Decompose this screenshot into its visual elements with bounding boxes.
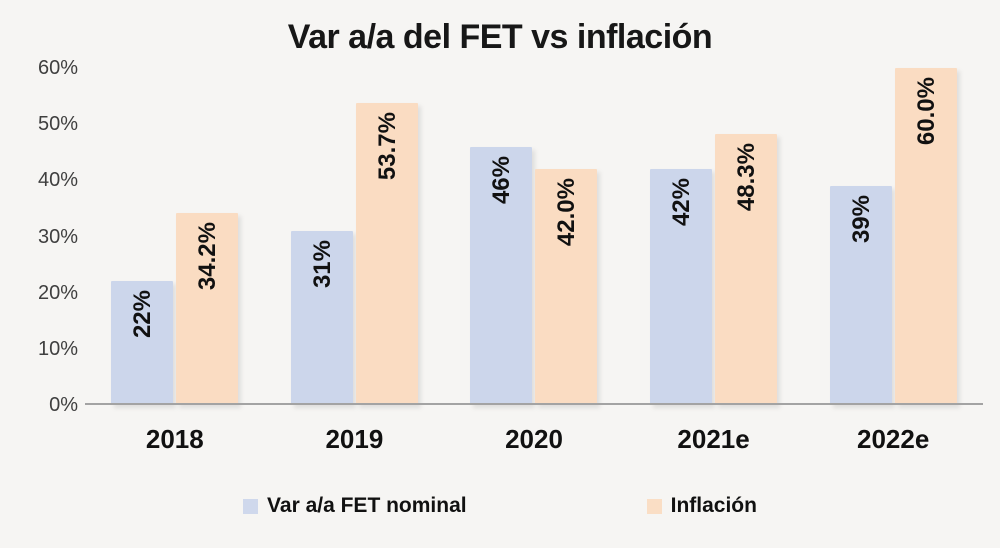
bar: 42% (650, 169, 713, 405)
x-axis-line (85, 403, 983, 405)
legend: Var a/a FET nominal Inflación (0, 494, 1000, 518)
y-axis: 0% 10% 20% 30% 40% 50% 60% (0, 0, 78, 548)
bar-group: 39% 60.0% (803, 68, 983, 405)
bar: 39% (829, 185, 892, 405)
bar: 42.0% (535, 169, 598, 405)
y-axis-tick-label: 20% (37, 281, 78, 304)
legend-label: Var a/a FET nominal (267, 494, 467, 517)
x-axis-labels: 2018 2019 2020 2021e 2022e (85, 424, 983, 455)
legend-label: Inflación (670, 494, 757, 517)
chart-title: Var a/a del FET vs inflación (287, 18, 713, 56)
y-axis-tick-label: 50% (37, 113, 78, 136)
y-axis-tick-label: 0% (49, 394, 78, 416)
legend-item: Inflación (646, 494, 757, 518)
plot-area: 22% 34.2% 31% 53.7% 46% 42.0% 42% 48.3% 39% 60.0% (85, 68, 983, 405)
bar-group: 42% 48.3% (624, 68, 804, 405)
bar-value-label: 60.0% (912, 77, 940, 146)
bar: 48.3% (715, 133, 778, 405)
x-axis-category-label: 2019 (325, 424, 384, 454)
bar-group: 46% 42.0% (444, 68, 624, 405)
bar-value-label: 53.7% (373, 112, 401, 181)
bar-value-label: 42% (668, 178, 696, 227)
x-axis-category-label: 2022e (857, 424, 930, 454)
x-axis-category-label: 2018 (145, 424, 204, 454)
legend-swatch (646, 498, 662, 514)
bar: 34.2% (176, 212, 239, 405)
bar-value-label: 39% (847, 194, 875, 243)
x-axis-category-label: 2021e (677, 424, 750, 454)
y-axis-tick-label: 30% (37, 225, 78, 248)
bar: 60.0% (894, 68, 957, 405)
y-axis-tick-label: 40% (37, 169, 78, 192)
bar-group: 22% 34.2% (85, 68, 265, 405)
legend-item: Var a/a FET nominal (243, 494, 467, 518)
bar: 22% (111, 281, 174, 405)
bar-value-label: 46% (488, 155, 516, 204)
y-axis-tick-label: 60% (37, 57, 78, 79)
y-axis-tick-label: 10% (37, 337, 78, 360)
legend-swatch (243, 498, 259, 514)
bar: 53.7% (355, 103, 418, 405)
x-axis-category-label: 2020 (505, 424, 563, 454)
bar: 31% (290, 230, 353, 405)
bar-value-label: 42.0% (553, 178, 581, 247)
bar-group: 31% 53.7% (265, 68, 445, 405)
bar-value-label: 48.3% (733, 142, 761, 211)
bar-value-label: 34.2% (194, 221, 222, 290)
bar-value-label: 31% (308, 239, 336, 288)
bar: 46% (470, 146, 533, 405)
bar-value-label: 22% (129, 290, 157, 339)
